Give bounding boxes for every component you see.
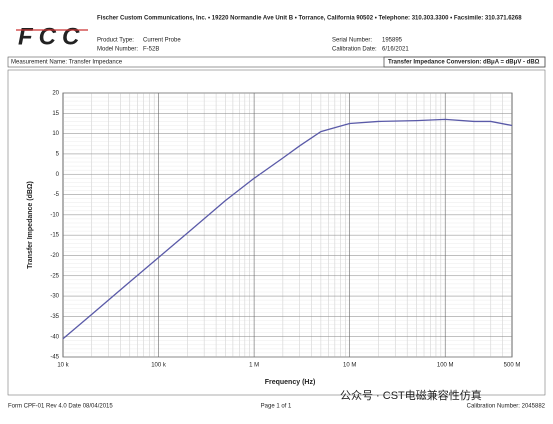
y-tick-label: -10 bbox=[50, 212, 59, 218]
series-line bbox=[62, 118, 513, 340]
y-tick-label: -15 bbox=[50, 233, 59, 239]
x-tick-label: 100 M bbox=[437, 363, 454, 369]
y-tick-label: -35 bbox=[50, 314, 59, 320]
watermark: 公众号 · CST电磁兼容性仿真 bbox=[340, 388, 482, 402]
label: Model Number: bbox=[97, 47, 138, 53]
value: Current Probe bbox=[143, 38, 181, 44]
x-tick-label: 10 k bbox=[57, 363, 69, 369]
y-tick-label: -40 bbox=[50, 334, 59, 340]
label: Calibration Date: bbox=[332, 47, 377, 53]
y-axis-label: Transfer Impedance (dBΩ) bbox=[27, 181, 34, 269]
y-tick-label: -25 bbox=[50, 273, 59, 279]
value: 195895 bbox=[382, 38, 403, 44]
conversion-box bbox=[383, 56, 546, 68]
x-tick-label: 100 k bbox=[151, 363, 167, 369]
value: 6/16/2021 bbox=[382, 47, 409, 53]
y-tick-label: -45 bbox=[50, 355, 59, 361]
y-tick-label: -30 bbox=[50, 294, 59, 300]
conversion: Transfer Impedance Conversion: dBμA = dB… bbox=[388, 60, 540, 66]
measurement: Measurement Name: Transfer Impedance bbox=[11, 60, 123, 66]
value: F-52B bbox=[143, 47, 159, 53]
company: Fischer Custom Communications, Inc. • 19… bbox=[97, 16, 522, 22]
footer-form: Form CPF-01 Rev 4.0 Date 08/04/2015 bbox=[8, 404, 113, 410]
y-tick-label: -20 bbox=[50, 253, 59, 259]
logo: FCC bbox=[18, 23, 85, 50]
label: Serial Number: bbox=[332, 38, 372, 44]
footer-page: Page 1 of 1 bbox=[261, 404, 292, 410]
y-tick-label: -5 bbox=[54, 192, 60, 198]
x-axis-label: Frequency (Hz) bbox=[265, 379, 316, 386]
y-tick-label: 10 bbox=[52, 131, 59, 137]
x-tick-label: 10 M bbox=[343, 363, 356, 369]
x-tick-label: 500 M bbox=[504, 363, 521, 369]
plot-area bbox=[62, 92, 513, 358]
y-tick-label: 0 bbox=[56, 172, 60, 178]
y-tick-label: 20 bbox=[52, 91, 59, 97]
label: Product Type: bbox=[97, 38, 134, 44]
footer-calibration: Calibration Number: 2045882 bbox=[467, 404, 546, 410]
x-tick-label: 1 M bbox=[249, 363, 259, 369]
y-tick-label: 5 bbox=[56, 152, 60, 158]
y-tick-label: 15 bbox=[52, 111, 59, 117]
chart-border bbox=[7, 69, 546, 396]
